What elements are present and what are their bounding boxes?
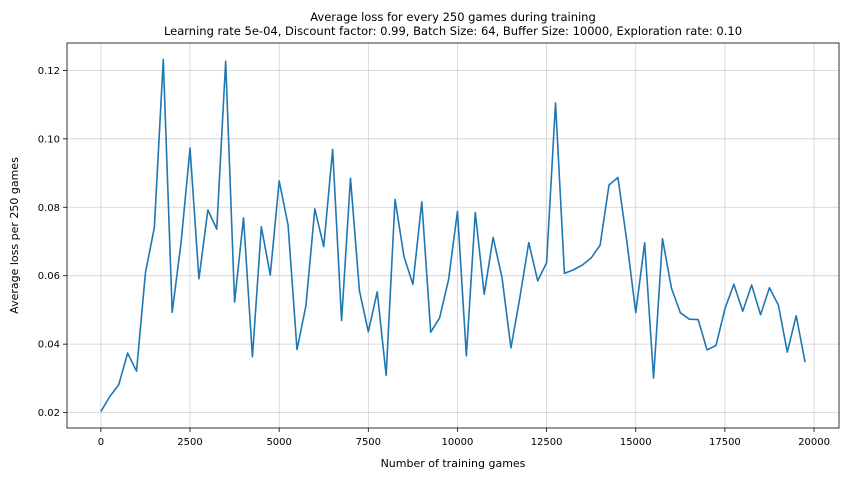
axis-ticks: 0 2500 5000 7500 10000 12500 15000 17500 20000 0.…	[38, 66, 830, 448]
x-tick-label: 10000	[442, 437, 474, 448]
y-tick-label: 0.06	[38, 271, 60, 282]
series-line	[100, 58, 806, 412]
y-axis-label: Average loss per 250 games	[8, 157, 21, 314]
x-tick-label: 7500	[356, 437, 381, 448]
x-tick-label: 20000	[798, 437, 830, 448]
x-tick-label: 0	[98, 437, 104, 448]
x-tick-label: 5000	[266, 437, 291, 448]
grid	[67, 43, 839, 428]
y-tick-label: 0.12	[38, 66, 60, 77]
plot-frame	[66, 42, 840, 429]
y-tick-label: 0.02	[38, 408, 60, 419]
chart-title: Average loss for every 250 games during …	[310, 10, 596, 24]
x-axis-label: Number of training games	[381, 457, 526, 470]
x-tick-label: 17500	[709, 437, 741, 448]
x-tick-label: 12500	[531, 437, 563, 448]
x-tick-label: 15000	[620, 437, 652, 448]
y-tick-label: 0.04	[38, 340, 60, 351]
y-tick-label: 0.08	[38, 203, 60, 214]
chart-subtitle: Learning rate 5e-04, Discount factor: 0.…	[164, 24, 742, 38]
x-tick-label: 2500	[177, 437, 202, 448]
y-tick-label: 0.10	[38, 134, 60, 145]
